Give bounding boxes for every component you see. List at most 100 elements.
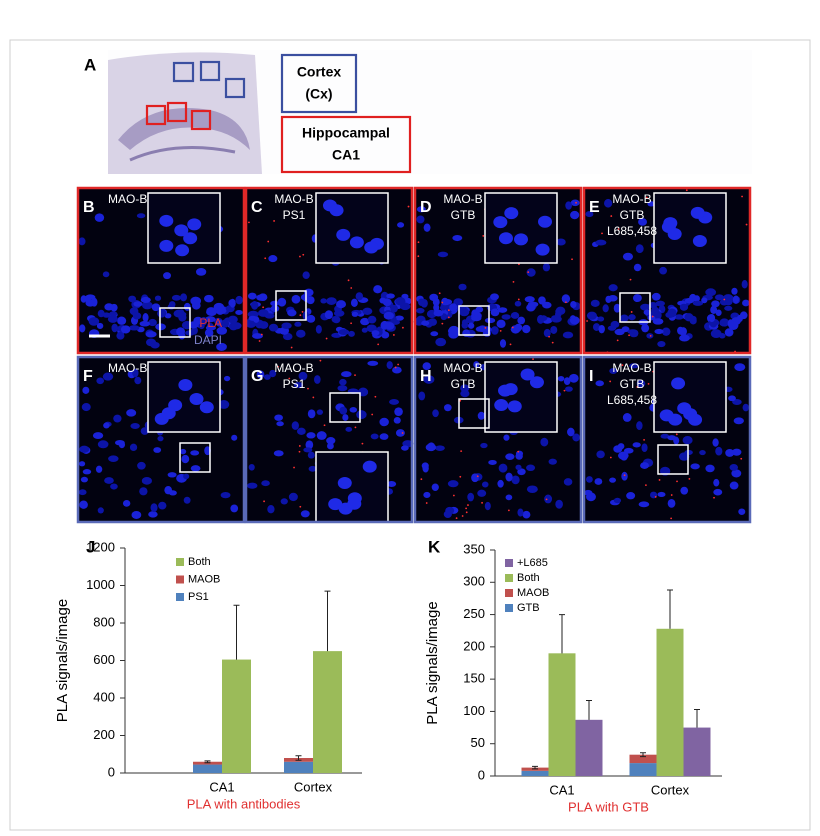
nucleus <box>104 303 114 311</box>
roi-box <box>172 61 195 83</box>
nucleus <box>458 283 467 291</box>
bar <box>575 719 603 776</box>
pla-dot <box>460 450 463 453</box>
roi-box <box>224 77 246 99</box>
micrograph-border <box>244 355 414 524</box>
pla-dot <box>688 477 691 480</box>
nucleus <box>710 305 718 314</box>
nucleus <box>416 206 426 213</box>
bar <box>629 763 657 776</box>
nucleus <box>491 326 499 335</box>
bar <box>222 659 251 773</box>
nucleus <box>168 490 177 496</box>
nucleus <box>619 314 629 322</box>
nucleus <box>216 342 227 351</box>
nucleus <box>132 312 142 320</box>
nucleus <box>102 271 110 278</box>
nucleus <box>371 330 380 336</box>
nucleus <box>78 461 86 467</box>
legend-swatch <box>176 575 184 584</box>
panel-letter: E <box>589 199 600 216</box>
nucleus-large <box>498 232 513 245</box>
pla-dot <box>397 363 400 366</box>
pla-dot <box>323 424 326 427</box>
pla-dot <box>428 375 431 378</box>
nucleus <box>227 315 238 324</box>
panel-letter: H <box>420 368 432 385</box>
panel-letter: B <box>83 199 95 216</box>
nucleus <box>122 499 131 507</box>
nucleus-large <box>663 217 678 230</box>
nucleus <box>111 323 118 333</box>
nucleus <box>303 447 313 453</box>
pla-dot <box>601 232 603 235</box>
nucleus <box>425 443 437 452</box>
nucleus <box>505 472 513 482</box>
pla-dot <box>325 337 328 340</box>
nucleus <box>728 395 736 402</box>
y-tick-label: 200 <box>93 727 115 742</box>
nucleus <box>428 318 438 326</box>
nucleus <box>339 406 348 415</box>
nucleus <box>699 449 706 456</box>
y-tick-label: 50 <box>471 735 485 750</box>
nucleus <box>107 315 118 323</box>
nucleus-large <box>493 216 508 229</box>
nucleus <box>572 433 581 442</box>
nucleus <box>389 398 400 405</box>
nucleus <box>164 313 172 319</box>
nucleus <box>651 292 661 301</box>
nucleus <box>109 311 118 317</box>
micrograph-border <box>582 186 752 355</box>
nucleus <box>712 438 719 447</box>
nucleus <box>96 377 105 385</box>
nucleus <box>231 434 238 441</box>
nucleus <box>679 303 689 311</box>
nucleus <box>108 455 119 462</box>
nucleus <box>117 316 126 324</box>
nucleus <box>320 298 327 304</box>
nucleus <box>555 310 562 319</box>
nucleus <box>544 494 553 504</box>
nucleus <box>490 308 500 317</box>
inset-region <box>458 305 490 336</box>
nucleus <box>727 319 734 328</box>
pla-dot <box>438 292 441 295</box>
panel-letter: C <box>251 199 263 216</box>
nucleus <box>204 446 211 456</box>
nucleus <box>609 477 617 483</box>
nucleus <box>725 449 735 457</box>
panel-label: MAO-B <box>443 192 482 206</box>
nucleus <box>517 508 524 517</box>
nucleus <box>652 318 664 325</box>
nucleus <box>636 379 646 388</box>
micrograph: F MAO-B <box>76 355 246 524</box>
nucleus <box>314 375 321 384</box>
nucleus <box>150 341 160 349</box>
nucleus <box>81 403 91 412</box>
pla-dot <box>630 311 633 313</box>
nucleus <box>499 339 507 348</box>
nucleus <box>665 311 675 319</box>
nucleus <box>79 500 88 509</box>
pla-dot <box>636 386 639 388</box>
micrograph: E MAO-B GTB L685,458 <box>582 186 752 355</box>
inset-bg <box>147 361 221 433</box>
nucleus <box>527 301 539 308</box>
bar <box>629 754 657 764</box>
nucleus <box>633 263 642 272</box>
nucleus <box>514 300 522 307</box>
nucleus <box>204 328 214 337</box>
nucleus <box>383 311 394 320</box>
error-bar <box>640 752 646 758</box>
nucleus <box>248 463 255 471</box>
bar <box>683 727 711 776</box>
nucleus <box>595 239 607 246</box>
nucleus <box>250 301 259 310</box>
nucleus <box>423 491 431 499</box>
nucleus <box>336 300 347 309</box>
y-tick-label: 1000 <box>86 577 115 592</box>
nucleus <box>256 294 266 301</box>
nucleus <box>729 464 739 471</box>
nucleus <box>443 404 452 412</box>
